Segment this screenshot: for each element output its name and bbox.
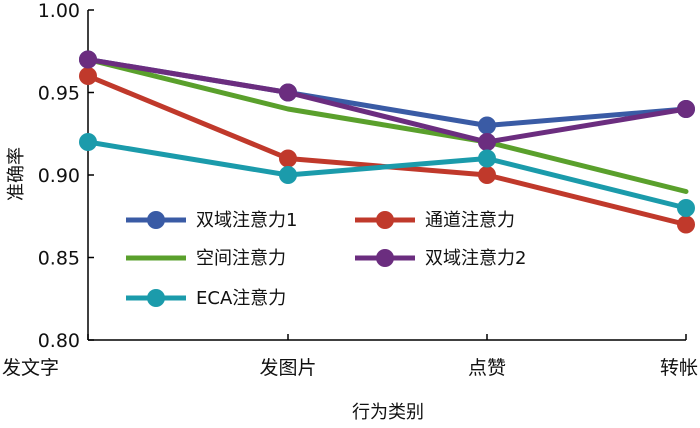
data-point [279, 149, 297, 168]
legend-label: 空间注意力 [196, 248, 286, 269]
data-point [677, 199, 695, 217]
y-tick-label: 0.80 [38, 330, 80, 352]
legend-entry: 通道注意力 [355, 210, 515, 231]
data-point [79, 133, 97, 151]
data-point [677, 215, 695, 234]
series-5 [79, 133, 695, 217]
series-4 [79, 50, 695, 151]
legend-entry: 双域注意力1 [126, 210, 297, 231]
legend-entry: 双域注意力2 [355, 248, 526, 269]
data-point [279, 83, 297, 102]
data-point [79, 50, 97, 69]
legend-label: 双域注意力1 [196, 210, 297, 231]
series-line [85, 139, 689, 211]
legend-entry: 空间注意力 [126, 248, 286, 269]
series-line [85, 57, 689, 145]
legend-label: 双域注意力2 [425, 248, 526, 269]
x-tick-label: 发文字 [2, 357, 59, 379]
series-layer [79, 50, 695, 234]
x-axis-title: 行为类别 [352, 402, 424, 423]
series-3 [85, 57, 689, 194]
data-point [279, 166, 297, 184]
y-tick-label: 0.95 [38, 83, 80, 105]
data-point [478, 149, 496, 168]
y-axis-title: 准确率 [6, 147, 27, 201]
data-point [677, 100, 695, 118]
data-point [478, 166, 496, 184]
legend-swatch-marker [376, 249, 394, 267]
y-tick-label: 0.85 [38, 248, 80, 270]
data-point [478, 116, 496, 135]
legend-swatch-marker [147, 289, 165, 307]
series-line [85, 73, 689, 227]
legend-swatch-marker [376, 211, 394, 229]
chart-axes: 0.80 0.85 0.90 0.95 1.00 发文字 发图片 点赞 转帐 [2, 0, 698, 379]
series-line [85, 57, 689, 194]
y-tick-label: 0.90 [38, 165, 80, 187]
data-point [79, 67, 97, 85]
legend-swatch-marker [147, 211, 165, 229]
data-point [478, 133, 496, 151]
legend-label: ECA注意力 [196, 288, 286, 309]
legend-entry: ECA注意力 [126, 288, 286, 309]
legend-label: 通道注意力 [425, 210, 515, 231]
x-tick-label: 发图片 [259, 357, 316, 379]
x-tick-label: 转帐 [660, 357, 698, 379]
y-tick-label: 1.00 [38, 0, 80, 22]
x-tick-label: 点赞 [468, 357, 506, 379]
series-2 [79, 67, 695, 234]
